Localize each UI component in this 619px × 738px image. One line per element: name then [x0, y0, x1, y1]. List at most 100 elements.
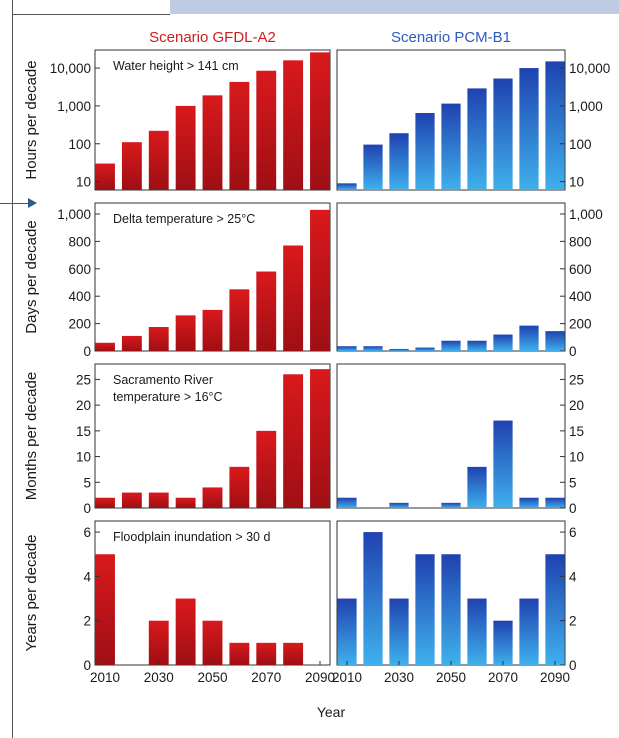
ytick-label-right-p2-3: 600 — [569, 262, 592, 277]
bar-pcm-p1-2060 — [467, 88, 487, 190]
ytick-label-left-p4-3: 6 — [83, 525, 91, 540]
bar-gfdl-p3-2020 — [121, 492, 142, 508]
bar-pcm-p4-2070 — [493, 620, 513, 665]
bar-gfdl-p1-2090 — [310, 52, 330, 190]
ytick-label-left-p3-2: 10 — [76, 450, 91, 465]
annotation-panel-3-line-1: Sacramento River — [113, 373, 213, 387]
bar-pcm-p3-2060 — [467, 466, 487, 508]
bar-gfdl-p1-2070 — [256, 70, 277, 190]
bar-gfdl-p4-2070 — [256, 642, 277, 665]
ytick-label-right-p2-2: 400 — [569, 289, 592, 304]
ytick-label-right-p2-1: 200 — [569, 317, 592, 332]
bar-gfdl-p2-2060 — [229, 289, 250, 351]
bar-pcm-p2-2040 — [415, 347, 435, 351]
bar-pcm-p3-2050 — [441, 502, 461, 508]
ytick-label-left-p3-5: 25 — [76, 372, 91, 387]
bar-pcm-p4-2010 — [337, 598, 357, 665]
ytick-label-left-p4-1: 2 — [83, 614, 91, 629]
bar-gfdl-p1-2030 — [148, 130, 169, 190]
bar-pcm-p1-2090 — [545, 61, 565, 191]
ytick-label-right-p1-0: 10 — [569, 175, 584, 190]
bar-pcm-p4-2060 — [467, 598, 487, 665]
title-pcm-b1: Scenario PCM-B1 — [391, 29, 511, 46]
bar-pcm-p2-2060 — [467, 340, 487, 351]
bar-gfdl-p1-2020 — [121, 142, 142, 190]
bar-pcm-p1-2030 — [389, 133, 409, 190]
xtick-label-1-2090: 2090 — [305, 670, 335, 685]
bar-pcm-p2-2010 — [337, 346, 357, 351]
annotation-panel-4: Floodplain inundation > 30 d — [113, 530, 270, 544]
xtick-label-1-2050: 2050 — [197, 670, 227, 685]
ytick-label-left-p2-0: 0 — [83, 344, 91, 359]
ytick-label-left-p2-4: 800 — [68, 234, 91, 249]
bar-pcm-p1-2040 — [415, 112, 435, 190]
ytick-label-left-p2-3: 600 — [68, 262, 91, 277]
ylabel-panel-2: Days per decade — [23, 220, 40, 333]
bar-gfdl-p1-2010 — [95, 163, 115, 190]
bar-gfdl-p4-2030 — [148, 620, 169, 665]
bar-gfdl-p4-2060 — [229, 642, 250, 665]
ytick-label-right-p3-2: 10 — [569, 450, 584, 465]
ytick-label-left-p1-2: 1,000 — [57, 99, 91, 114]
ytick-label-right-p3-5: 25 — [569, 372, 584, 387]
bar-pcm-p4-2040 — [415, 554, 435, 665]
xtick-label-2-2070: 2070 — [488, 670, 518, 685]
annotation-panel-3-line-2: temperature > 16°C — [113, 390, 223, 404]
ytick-label-left-p2-1: 200 — [68, 317, 91, 332]
ytick-label-left-p4-0: 0 — [83, 658, 91, 673]
sidebar-rule — [12, 0, 13, 738]
ytick-label-right-p4-0: 0 — [569, 658, 577, 673]
bar-pcm-p1-2050 — [441, 103, 461, 190]
bar-pcm-p2-2070 — [493, 334, 513, 351]
bar-pcm-p3-2070 — [493, 420, 513, 508]
xtick-label-2-2010: 2010 — [332, 670, 362, 685]
bar-pcm-p4-2090 — [545, 554, 565, 665]
bar-gfdl-p1-2050 — [202, 95, 223, 190]
ytick-label-left-p2-2: 400 — [68, 289, 91, 304]
ytick-label-left-p1-1: 100 — [68, 137, 91, 152]
ytick-label-right-p3-4: 20 — [569, 398, 584, 413]
bar-gfdl-p1-2080 — [283, 60, 304, 190]
ylabel-panel-4: Years per decade — [23, 534, 40, 651]
bar-pcm-p3-2080 — [519, 497, 539, 508]
top-rule — [12, 14, 170, 15]
xtick-label-1-2070: 2070 — [251, 670, 281, 685]
ytick-label-left-p2-5: 1,000 — [57, 207, 91, 222]
bar-gfdl-p2-2010 — [95, 342, 115, 351]
bar-pcm-p4-2080 — [519, 598, 539, 665]
bar-gfdl-p3-2080 — [283, 374, 304, 508]
ytick-label-left-p4-2: 4 — [83, 569, 91, 584]
bar-pcm-p4-2030 — [389, 598, 409, 665]
bar-pcm-p3-2010 — [337, 497, 357, 508]
top-color-band — [170, 0, 619, 14]
bar-pcm-p2-2080 — [519, 325, 539, 351]
pointer-arrow-head — [28, 198, 37, 208]
bar-pcm-p2-2020 — [363, 346, 383, 351]
bar-gfdl-p4-2050 — [202, 620, 223, 665]
bar-gfdl-p3-2070 — [256, 430, 277, 508]
title-gfdl-a2: Scenario GFDL-A2 — [149, 29, 276, 46]
bar-pcm-p2-2030 — [389, 348, 409, 351]
bar-pcm-p4-2050 — [441, 554, 461, 665]
bar-gfdl-p2-2050 — [202, 309, 223, 351]
bar-gfdl-p3-2030 — [148, 492, 169, 508]
panel-frame-3-2 — [336, 363, 566, 509]
bar-gfdl-p4-2080 — [283, 642, 304, 665]
bar-gfdl-p3-2010 — [95, 497, 115, 508]
xtick-label-1-2030: 2030 — [144, 670, 174, 685]
bar-pcm-p2-2050 — [441, 340, 461, 351]
xtick-label-2-2050: 2050 — [436, 670, 466, 685]
bar-pcm-p3-2030 — [389, 502, 409, 508]
annotation-panel-2: Delta temperature > 25°C — [113, 212, 255, 226]
bar-gfdl-p4-2040 — [175, 598, 196, 665]
bar-gfdl-p1-2060 — [229, 81, 250, 190]
bar-pcm-p1-2070 — [493, 78, 513, 190]
ytick-label-left-p3-1: 5 — [83, 475, 91, 490]
ytick-label-right-p3-3: 15 — [569, 424, 584, 439]
bar-pcm-p4-2020 — [363, 532, 383, 665]
ylabel-panel-3: Months per decade — [23, 372, 40, 500]
bar-gfdl-p3-2050 — [202, 487, 223, 508]
bar-pcm-p3-2090 — [545, 497, 565, 508]
bar-gfdl-p2-2030 — [148, 327, 169, 351]
